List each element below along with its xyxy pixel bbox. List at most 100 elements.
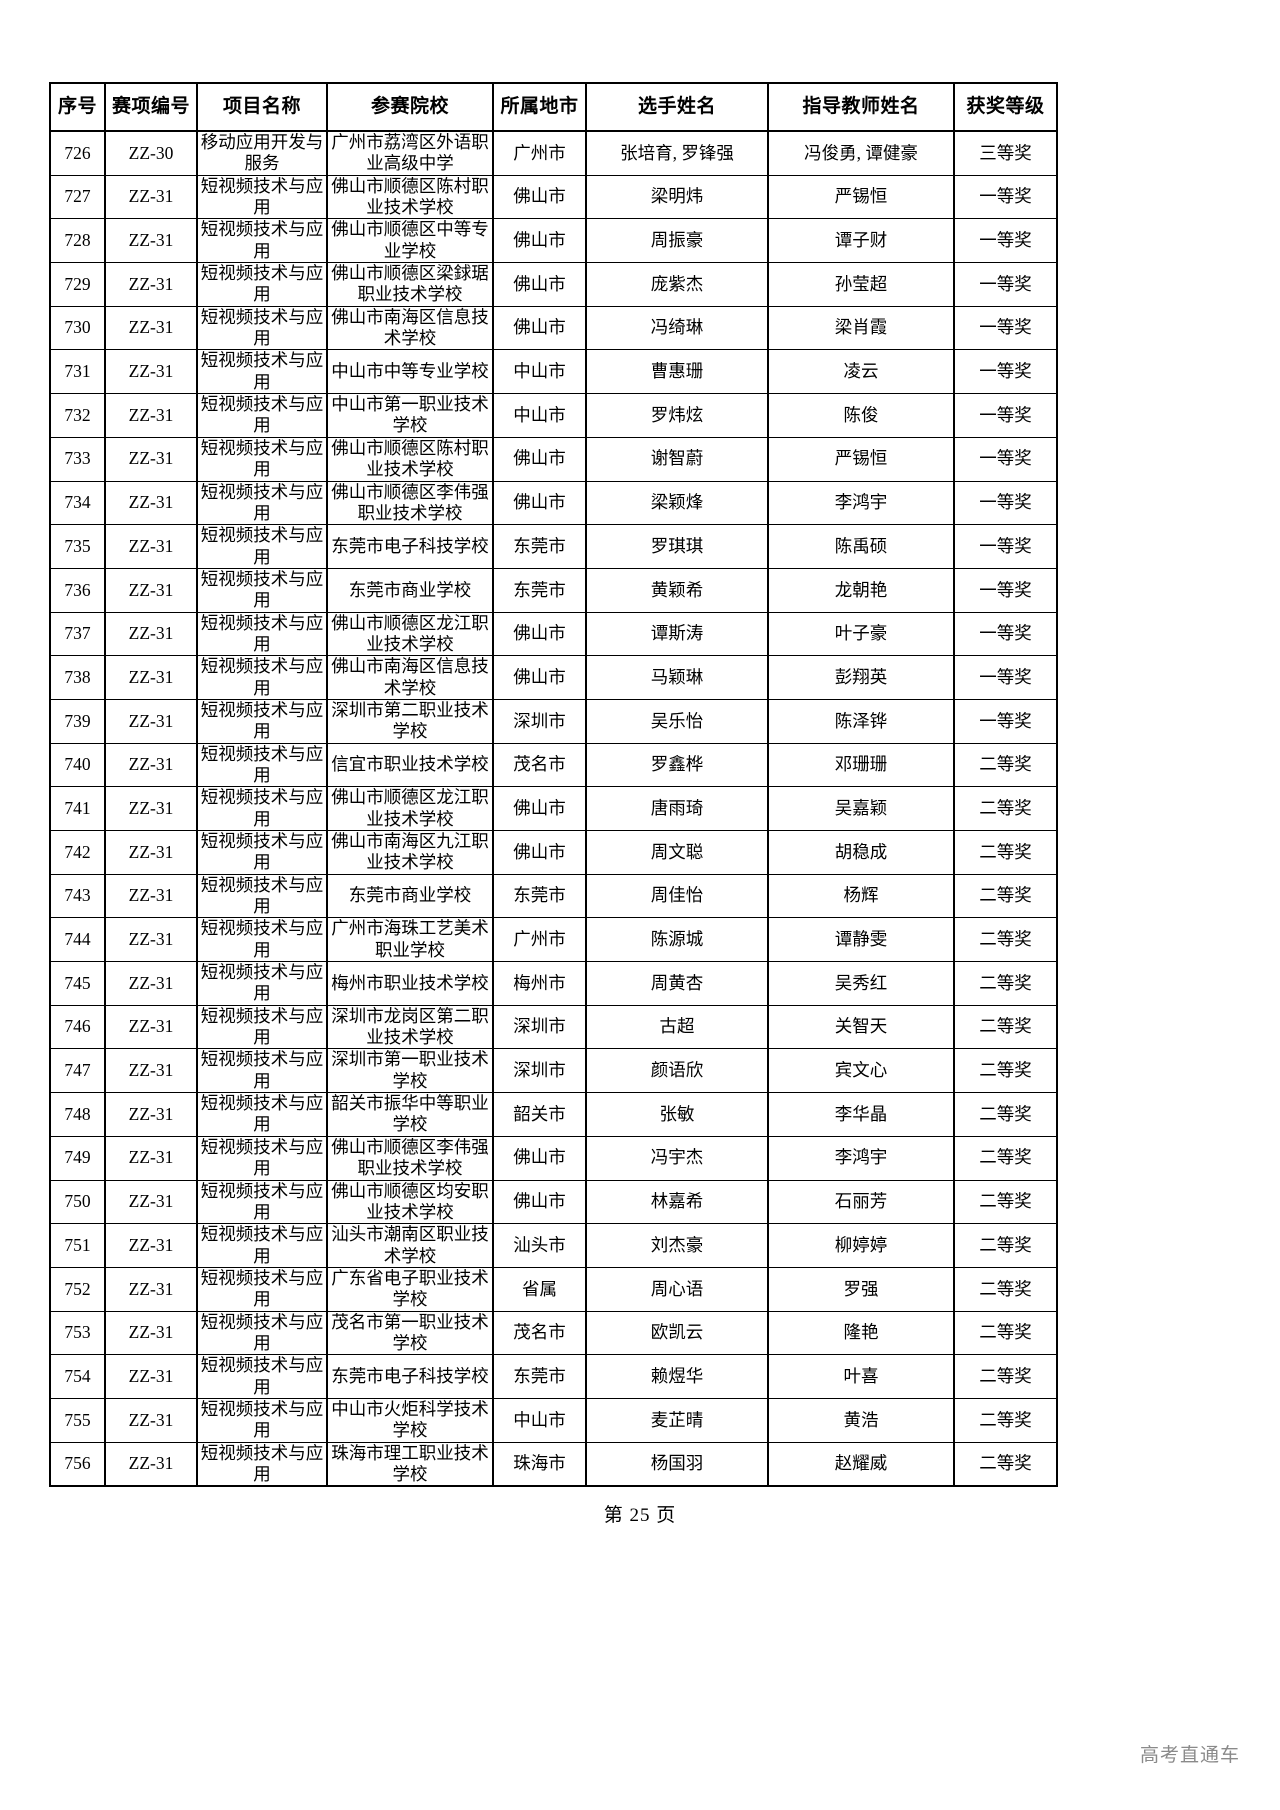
cell-text-seq: 726 — [64, 142, 91, 163]
cell-text-code: ZZ-31 — [128, 754, 174, 775]
cell-award: 二等奖 — [953, 1354, 1057, 1399]
cell-school: 广州市海珠工艺美术职业学校 — [326, 917, 494, 963]
cell-code: ZZ-31 — [104, 262, 198, 307]
cell-school: 珠海市理工职业技术学校 — [326, 1441, 494, 1487]
cell-project: 短视频技术与应用 — [196, 436, 328, 482]
cell-text-award: 二等奖 — [979, 1453, 1032, 1474]
cell-text-city: 省属 — [522, 1278, 557, 1299]
cell-teacher: 隆艳 — [767, 1310, 955, 1356]
cell-text-seq: 731 — [64, 361, 91, 382]
cell-city: 东莞市 — [492, 873, 587, 919]
cell-code: ZZ-31 — [104, 1135, 198, 1181]
cell-text-school: 中山市第一职业技术学校 — [331, 394, 489, 436]
table-row: 735 ZZ-31 短视频技术与应用 东莞市电子科技学校 东莞市 罗琪琪 陈禹硕 一等奖 — [49, 524, 1057, 569]
column-header-city: 所属地市 — [492, 82, 587, 132]
cell-text-code: ZZ-31 — [128, 1060, 174, 1081]
cell-text-project: 短视频技术与应用 — [200, 699, 324, 742]
cell-city: 汕头市 — [492, 1223, 587, 1268]
cell-school: 佛山市顺德区龙江职业技术学校 — [326, 786, 494, 831]
cell-text-code: ZZ-31 — [128, 1278, 174, 1299]
cell-text-city: 梅州市 — [513, 972, 566, 993]
column-header-seq: 序号 — [49, 82, 106, 132]
cell-school: 佛山市南海区信息技术学校 — [326, 655, 494, 700]
cell-text-city: 东莞市 — [513, 579, 566, 600]
cell-text-school: 东莞市电子科技学校 — [331, 1365, 489, 1386]
cell-project: 短视频技术与应用 — [196, 698, 328, 744]
cell-city: 佛山市 — [492, 436, 587, 482]
cell-text-award: 二等奖 — [979, 1016, 1032, 1037]
cell-text-award: 一等奖 — [979, 666, 1032, 687]
cell-code: ZZ-31 — [104, 1397, 198, 1443]
cell-text-code: ZZ-31 — [128, 317, 174, 338]
cell-code: ZZ-31 — [104, 1441, 198, 1487]
cell-text-city: 佛山市 — [513, 317, 566, 338]
cell-teacher: 李鸿宇 — [767, 480, 955, 526]
cell-text-seq: 745 — [64, 972, 91, 993]
cell-text-school: 汕头市潮南区职业技术学校 — [331, 1224, 489, 1266]
cell-text-school: 佛山市南海区信息技术学校 — [331, 306, 489, 349]
cell-school: 中山市中等专业学校 — [326, 349, 494, 395]
cell-text-student: 罗鑫桦 — [650, 754, 704, 775]
cell-text-city: 佛山市 — [513, 230, 566, 251]
cell-code: ZZ-30 — [104, 130, 198, 176]
cell-text-award: 一等奖 — [979, 535, 1032, 556]
cell-teacher: 梁肖霞 — [767, 305, 955, 351]
cell-student: 吴乐怡 — [585, 698, 769, 744]
watermark-label: 高考直通车 — [1139, 1745, 1240, 1766]
cell-seq: 747 — [49, 1048, 106, 1094]
column-header-code: 赛项编号 — [104, 82, 198, 132]
cell-text-project: 短视频技术与应用 — [200, 437, 324, 480]
cell-school: 佛山市南海区信息技术学校 — [326, 305, 494, 351]
cell-text-code: ZZ-31 — [128, 1409, 174, 1430]
cell-text-code: ZZ-31 — [128, 929, 174, 950]
table-row: 754 ZZ-31 短视频技术与应用 东莞市电子科技学校 东莞市 赖煜华 叶喜 二等奖 — [49, 1354, 1057, 1399]
page-number: 第 25 页 — [603, 1505, 677, 1526]
cell-text-city: 东莞市 — [513, 535, 566, 556]
cell-text-seq: 732 — [64, 404, 91, 425]
cell-seq: 732 — [49, 393, 106, 438]
cell-teacher: 吴嘉颖 — [767, 786, 955, 831]
cell-award: 二等奖 — [953, 830, 1057, 875]
cell-award: 二等奖 — [953, 961, 1057, 1006]
cell-text-award: 二等奖 — [979, 841, 1032, 862]
cell-text-teacher: 陈泽铧 — [834, 710, 888, 731]
cell-school: 东莞市电子科技学校 — [326, 524, 494, 569]
cell-project: 短视频技术与应用 — [196, 1179, 328, 1225]
cell-text-project: 短视频技术与应用 — [200, 568, 324, 611]
cell-text-student: 周心语 — [650, 1278, 704, 1299]
cell-seq: 727 — [49, 174, 106, 220]
cell-text-code: ZZ-31 — [128, 1016, 174, 1037]
cell-text-award: 二等奖 — [979, 1191, 1032, 1212]
cell-text-seq: 737 — [64, 623, 91, 644]
cell-city: 中山市 — [492, 1397, 587, 1443]
cell-school: 韶关市振华中等职业学校 — [326, 1092, 494, 1137]
cell-school: 茂名市第一职业技术学校 — [326, 1310, 494, 1356]
cell-text-school: 中山市中等专业学校 — [331, 361, 489, 382]
cell-text-seq: 728 — [64, 230, 91, 251]
cell-award: 二等奖 — [953, 917, 1057, 963]
cell-seq: 735 — [49, 524, 106, 569]
cell-seq: 753 — [49, 1310, 106, 1356]
cell-seq: 748 — [49, 1092, 106, 1137]
cell-city: 佛山市 — [492, 174, 587, 220]
cell-text-teacher: 陈俊 — [843, 404, 879, 425]
cell-text-school: 东莞市商业学校 — [348, 579, 472, 600]
cell-project: 短视频技术与应用 — [196, 611, 328, 657]
cell-text-teacher: 孙莹超 — [834, 273, 888, 294]
cell-text-city: 佛山市 — [513, 1147, 566, 1168]
cell-text-seq: 752 — [64, 1278, 91, 1299]
cell-teacher: 严锡恒 — [767, 436, 955, 482]
cell-teacher: 孙莹超 — [767, 262, 955, 307]
cell-text-project: 短视频技术与应用 — [200, 394, 324, 436]
cell-city: 东莞市 — [492, 567, 587, 613]
cell-text-teacher: 龙朝艳 — [834, 579, 888, 600]
cell-project: 短视频技术与应用 — [196, 480, 328, 526]
cell-text-city: 中山市 — [513, 1409, 566, 1430]
cell-city: 深圳市 — [492, 1048, 587, 1094]
table-row: 737 ZZ-31 短视频技术与应用 佛山市顺德区龙江职业技术学校 佛山市 谭斯涛 叶子豪 一… — [49, 611, 1057, 657]
cell-text-school: 佛山市顺德区李伟强职业技术学校 — [331, 481, 489, 523]
cell-text-school: 中山市火炬科学技术学校 — [331, 1398, 489, 1441]
cell-text-project: 短视频技术与应用 — [200, 1093, 324, 1135]
cell-text-school: 佛山市南海区信息技术学校 — [331, 656, 489, 698]
cell-seq: 746 — [49, 1004, 106, 1050]
